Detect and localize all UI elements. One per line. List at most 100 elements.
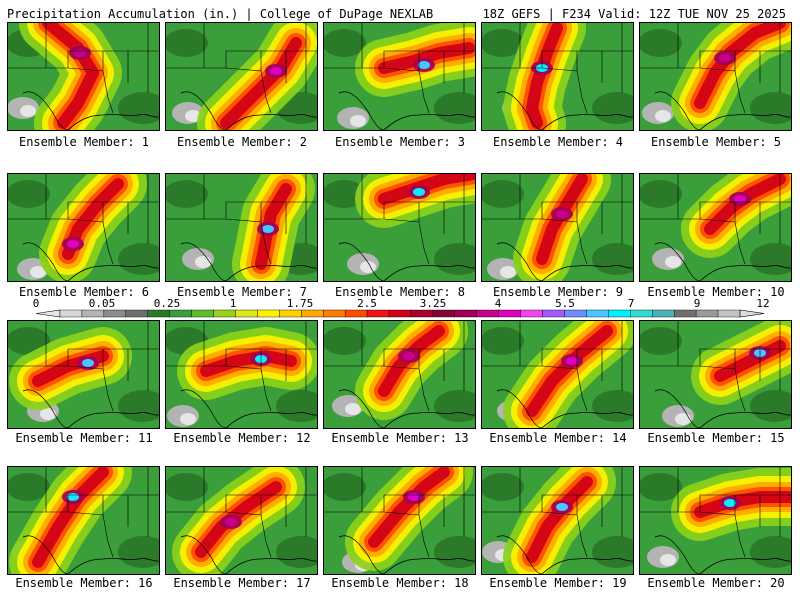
ensemble-panel xyxy=(165,320,318,429)
precip-map xyxy=(482,321,633,428)
ensemble-panel xyxy=(165,173,318,282)
colorbar-swatch xyxy=(410,309,434,318)
ensemble-panel xyxy=(7,22,160,131)
ensemble-panel xyxy=(165,22,318,131)
ensemble-panel xyxy=(639,22,792,131)
colorbar-swatch xyxy=(125,309,148,318)
colorbar-swatch xyxy=(542,309,565,318)
chart-title: Precipitation Accumulation (in.) | Colle… xyxy=(7,7,434,21)
colorbar-swatch xyxy=(147,309,170,318)
precip-map xyxy=(8,321,159,428)
ensemble-member-label: Ensemble Member: 12 xyxy=(173,431,311,445)
colorbar-tick-label: 12 xyxy=(756,297,770,310)
ensemble-panel xyxy=(7,466,160,575)
colorbar-swatch xyxy=(323,309,346,318)
colorbar-tick-label: 0 xyxy=(32,297,40,310)
precip-map xyxy=(324,467,475,574)
colorbar-tick-label: 0.25 xyxy=(153,297,181,310)
colorbar-swatch xyxy=(191,309,214,318)
colorbar-swatch xyxy=(564,309,587,318)
ensemble-member-label: Ensemble Member: 15 xyxy=(647,431,785,445)
ensemble-member-label: Ensemble Member: 10 xyxy=(647,285,785,299)
ensemble-panel xyxy=(165,466,318,575)
colorbar-swatch xyxy=(476,309,499,318)
precip-map xyxy=(166,321,317,428)
colorbar-swatch xyxy=(301,309,324,318)
precip-map xyxy=(640,23,791,130)
colorbar-swatch xyxy=(366,309,390,318)
precip-map xyxy=(166,174,317,281)
colorbar-swatch xyxy=(652,309,675,318)
precip-map xyxy=(8,23,159,130)
ensemble-panel xyxy=(7,320,160,429)
precip-map xyxy=(166,467,317,574)
colorbar-swatch xyxy=(717,309,741,318)
precip-map xyxy=(324,321,475,428)
ensemble-panel xyxy=(639,173,792,282)
precip-map xyxy=(8,174,159,281)
colorbar-swatch xyxy=(432,309,456,318)
ensemble-member-label: Ensemble Member: 18 xyxy=(331,576,469,590)
colorbar-tick-label: 5.5 xyxy=(555,297,575,310)
ensemble-member-label: Ensemble Member: 2 xyxy=(176,135,308,149)
colorbar-swatch xyxy=(103,309,127,318)
colorbar-swatch xyxy=(279,309,302,318)
ensemble-panel xyxy=(323,466,476,575)
ensemble-member-label: Ensemble Member: 4 xyxy=(492,135,624,149)
ensemble-panel xyxy=(323,22,476,131)
model-run-info: 18Z GEFS | F234 Valid: 12Z TUE NOV 25 20… xyxy=(482,7,786,21)
colorbar-swatch xyxy=(81,309,105,318)
colorbar-swatch xyxy=(257,309,280,318)
ensemble-panel xyxy=(7,173,160,282)
ensemble-member-label: Ensemble Member: 1 xyxy=(18,135,150,149)
ensemble-member-label: Ensemble Member: 5 xyxy=(650,135,782,149)
colorbar xyxy=(35,309,765,318)
precip-map xyxy=(482,174,633,281)
ensemble-panel xyxy=(481,320,634,429)
ensemble-panel xyxy=(481,466,634,575)
precip-map xyxy=(324,174,475,281)
ensemble-member-label: Ensemble Member: 20 xyxy=(647,576,785,590)
ensemble-member-label: Ensemble Member: 17 xyxy=(173,576,311,590)
colorbar-tick-label: 1.75 xyxy=(286,297,314,310)
ensemble-panel xyxy=(639,466,792,575)
colorbar-swatch xyxy=(498,309,521,318)
ensemble-panel xyxy=(481,173,634,282)
ensemble-member-label: Ensemble Member: 16 xyxy=(15,576,153,590)
ensemble-member-label: Ensemble Member: 19 xyxy=(489,576,627,590)
precip-map xyxy=(166,23,317,130)
precip-map xyxy=(640,467,791,574)
colorbar-swatch xyxy=(520,309,543,318)
ensemble-member-label: Ensemble Member: 14 xyxy=(489,431,627,445)
ensemble-member-label: Ensemble Member: 7 xyxy=(176,285,308,299)
colorbar-swatch xyxy=(695,309,719,318)
colorbar-swatch xyxy=(59,309,83,318)
colorbar-swatch xyxy=(235,309,258,318)
precip-map xyxy=(324,23,475,130)
colorbar-tick-label: 1 xyxy=(229,297,237,310)
colorbar-swatch xyxy=(344,309,368,318)
ensemble-member-label: Ensemble Member: 3 xyxy=(334,135,466,149)
colorbar-swatch xyxy=(608,309,631,318)
colorbar-tick-label: 7 xyxy=(627,297,635,310)
precip-map xyxy=(8,467,159,574)
colorbar-tick-label: 3.25 xyxy=(419,297,447,310)
ensemble-panel xyxy=(323,320,476,429)
colorbar-swatch xyxy=(454,309,477,318)
colorbar-tick-label: 9 xyxy=(693,297,701,310)
ensemble-panel xyxy=(639,320,792,429)
colorbar-swatch xyxy=(213,309,236,318)
colorbar-swatch xyxy=(169,309,192,318)
colorbar-tick-label: 0.05 xyxy=(88,297,116,310)
ensemble-panel xyxy=(323,173,476,282)
colorbar-swatch xyxy=(673,309,697,318)
precip-map xyxy=(482,467,633,574)
colorbar-swatch xyxy=(630,309,653,318)
ensemble-member-label: Ensemble Member: 8 xyxy=(334,285,466,299)
ensemble-member-label: Ensemble Member: 9 xyxy=(492,285,624,299)
colorbar-swatch xyxy=(586,309,609,318)
precip-map xyxy=(640,174,791,281)
ensemble-member-label: Ensemble Member: 11 xyxy=(15,431,153,445)
ensemble-panel xyxy=(481,22,634,131)
colorbar-tick-label: 4 xyxy=(494,297,502,310)
